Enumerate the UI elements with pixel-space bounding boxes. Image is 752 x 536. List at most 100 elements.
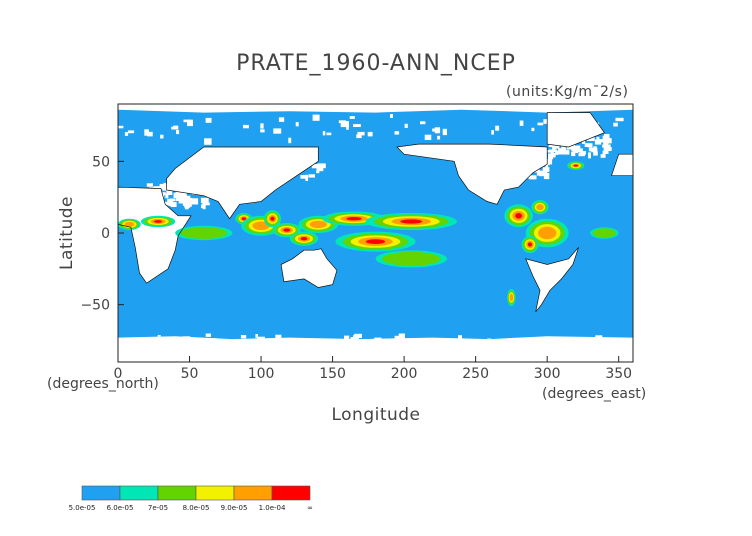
land-cell (404, 123, 408, 128)
land-cell (420, 121, 426, 125)
land-cell (394, 131, 400, 135)
land-cell (512, 157, 519, 161)
land-cell (463, 166, 467, 172)
land-cell (257, 157, 264, 163)
land-cell (390, 341, 394, 348)
land-cell (578, 152, 585, 157)
land-cell (591, 122, 600, 128)
precip-layer (117, 161, 619, 307)
y-tick-label: 50 (92, 154, 110, 170)
land-cell (354, 333, 362, 338)
land-cell (497, 175, 504, 182)
land-cell (188, 200, 192, 207)
land-cell (376, 341, 385, 347)
land-cell (517, 169, 526, 175)
land-cell (257, 336, 265, 344)
precip-contour-9-5 (346, 217, 362, 221)
land-cell (545, 158, 553, 165)
land-cell (182, 195, 191, 199)
colorbar-swatch (233, 485, 273, 501)
coastline-3 (396, 143, 548, 205)
land-cell (244, 168, 251, 172)
land-cell (277, 169, 281, 176)
land-cell (591, 147, 598, 153)
colorbar-swatch (157, 485, 197, 501)
land-cell (567, 133, 573, 139)
land-cell (495, 125, 500, 131)
land-cell (491, 130, 494, 135)
land-cell (473, 160, 480, 166)
land-cell (187, 185, 192, 191)
precip-contour-16-5 (527, 242, 533, 247)
land-cell (537, 122, 544, 126)
land-cell (529, 175, 537, 180)
land-cell (273, 152, 280, 159)
land-cell (175, 188, 182, 194)
land-cell (548, 153, 554, 160)
land-cell (268, 160, 273, 164)
land-cell (146, 183, 153, 187)
land-cell (398, 333, 405, 340)
land-cell (545, 345, 551, 350)
land-cell (519, 120, 524, 126)
land-cell (571, 138, 576, 142)
land-cell (240, 335, 247, 339)
land-cell (295, 161, 304, 168)
x-axis-title: Longitude (331, 405, 420, 425)
land-cell (370, 339, 374, 344)
land-cell (316, 170, 320, 174)
land-cell (453, 342, 461, 348)
land-cell (424, 134, 432, 140)
land-cell (484, 171, 493, 175)
land-cell (159, 184, 165, 189)
precip-contour-0-4 (124, 221, 135, 227)
land-cell (477, 158, 482, 162)
land-cell (471, 170, 475, 174)
land-cell (144, 342, 150, 349)
land-cell (394, 335, 403, 339)
land-cell (202, 204, 206, 210)
land-cell (314, 154, 318, 158)
precip-contour-13-5 (515, 213, 522, 219)
precip-contour-14-4 (536, 204, 544, 211)
land-cell (403, 347, 408, 352)
y-axis: 50 0 −50 (80, 154, 124, 314)
y-tick-label: 0 (101, 226, 110, 242)
land-cell (254, 344, 261, 348)
land-cell (179, 188, 188, 194)
land-cell (587, 137, 595, 141)
precip-contour-19-2 (592, 228, 617, 238)
land-cell (548, 143, 557, 148)
colorbar-label: 1.0e-04 (259, 504, 286, 512)
colorbar-label: 6.0e-05 (107, 504, 134, 512)
precip-contour-2-2 (180, 227, 227, 239)
y-axis-title: Latitude (57, 196, 77, 270)
land-cell (204, 347, 208, 350)
land-cell (576, 121, 582, 127)
land-cell (372, 346, 377, 352)
land-cell (542, 167, 550, 172)
chart-title: PRATE_1960-ANN_NCEP (236, 51, 516, 76)
colorbar-label: 7e-05 (148, 504, 168, 512)
land-cell (517, 160, 526, 166)
land-cell (600, 154, 606, 158)
land-cell (169, 185, 177, 191)
land-cell (551, 137, 558, 141)
land-cell (525, 171, 532, 174)
land-cell (153, 197, 159, 204)
land-cell (555, 150, 559, 155)
land-mask-layer (118, 104, 633, 362)
land-cell (251, 165, 256, 170)
land-cell (472, 171, 480, 178)
land-cell (163, 182, 167, 186)
colorbar-swatch (271, 485, 311, 501)
land-cell (552, 146, 556, 152)
land-cell (478, 151, 485, 158)
land-cell (305, 150, 313, 156)
land-cell (442, 128, 447, 136)
land-cell (184, 185, 188, 189)
land-cell (252, 161, 261, 164)
land-cell (214, 343, 217, 349)
x-tick-label: 200 (391, 366, 418, 382)
land-cell (176, 129, 180, 135)
